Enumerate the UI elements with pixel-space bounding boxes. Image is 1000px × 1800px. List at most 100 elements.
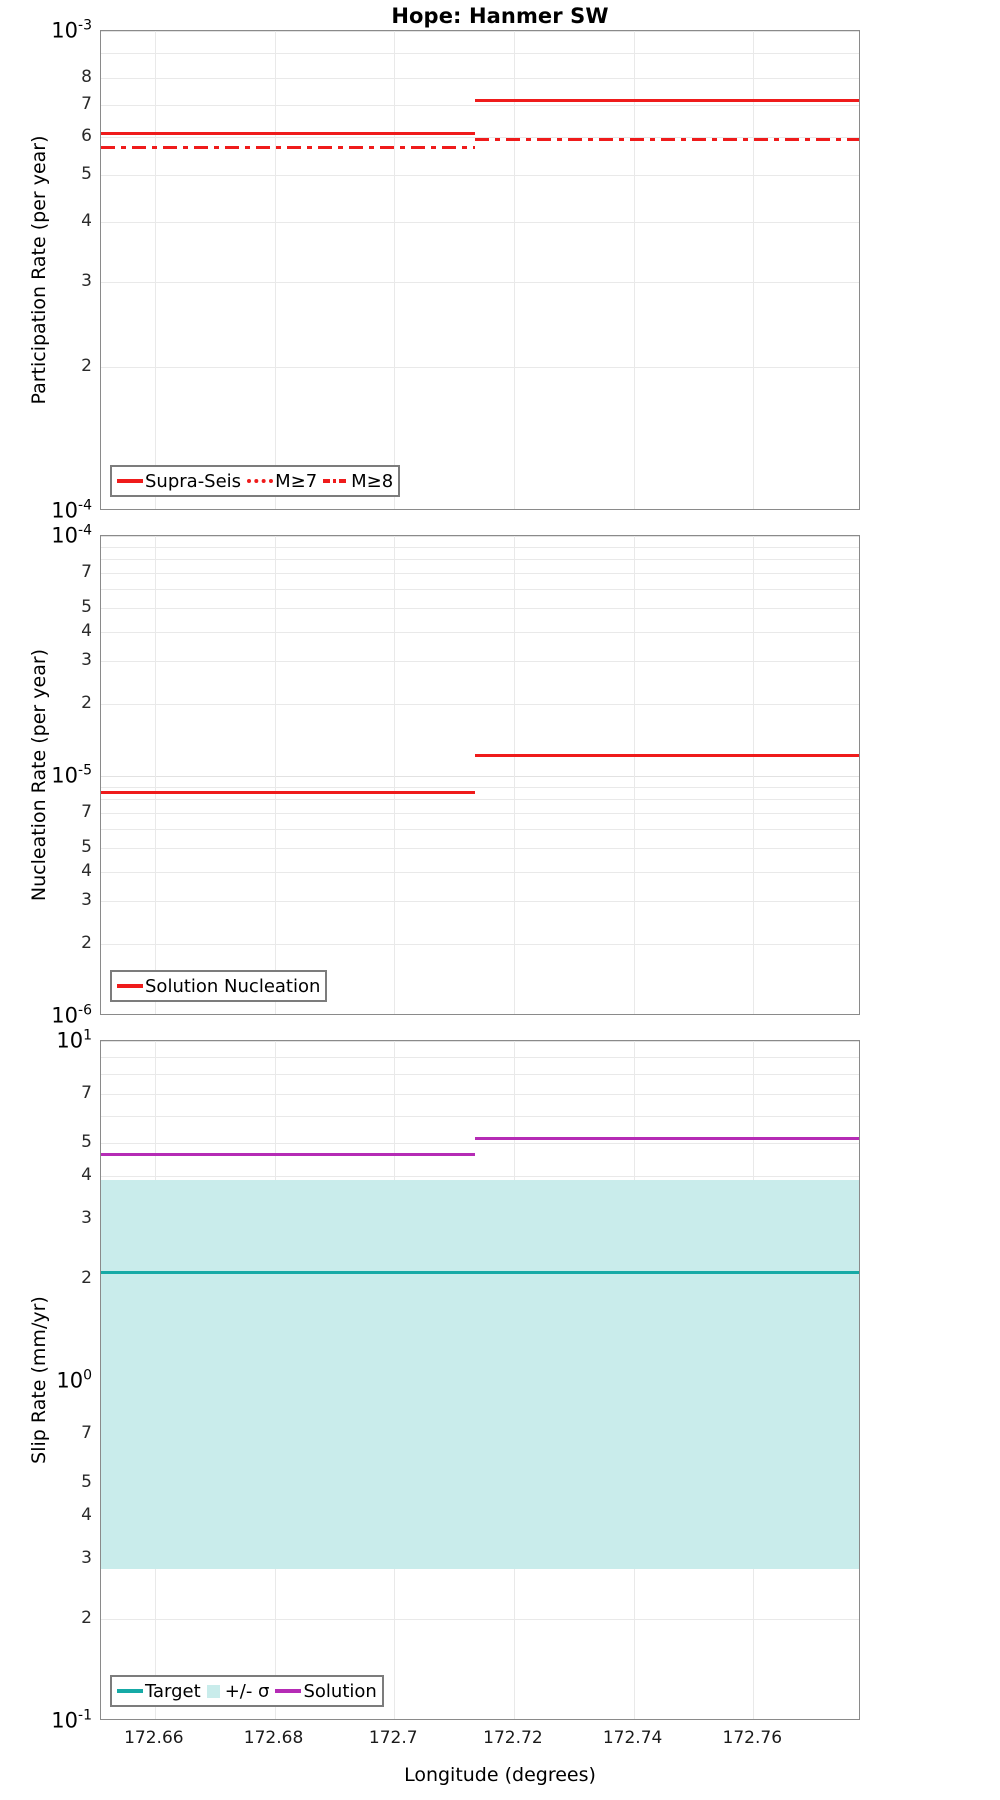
y-tick-label: 4 bbox=[81, 1505, 92, 1526]
legend-item[interactable]: +/- σ bbox=[206, 1680, 270, 1702]
y-tick-label: 2 bbox=[81, 932, 92, 953]
y-tick-label: 2 bbox=[81, 355, 92, 376]
data-series-segment bbox=[475, 137, 859, 141]
legend-line-icon bbox=[247, 479, 274, 483]
legend-line-icon bbox=[323, 479, 350, 483]
gridline bbox=[101, 631, 859, 633]
y-tick-label: 3 bbox=[81, 890, 92, 911]
y-tick-label: 7 bbox=[81, 1422, 92, 1443]
legend-label: Supra-Seis bbox=[145, 470, 242, 492]
data-series-segment bbox=[101, 1152, 476, 1156]
gridline-vertical bbox=[753, 31, 755, 509]
gridline-vertical bbox=[753, 536, 755, 1014]
legend-swatch-icon bbox=[206, 1684, 220, 1698]
data-series-segment bbox=[475, 98, 859, 102]
legend-item[interactable]: Supra-Seis bbox=[117, 471, 241, 492]
y-tick-label: 10-4 bbox=[51, 522, 92, 548]
data-series-segment bbox=[101, 145, 476, 149]
gridline bbox=[101, 813, 859, 815]
gridline bbox=[101, 799, 859, 801]
gridline bbox=[101, 1618, 859, 1620]
gridline bbox=[101, 573, 859, 575]
legend-item[interactable]: Solution bbox=[275, 1680, 377, 1702]
panel-nucleation-rate bbox=[100, 535, 860, 1015]
y-tick-label: 101 bbox=[56, 1027, 92, 1053]
gridline-vertical bbox=[394, 536, 396, 1014]
y-tick-label: 2 bbox=[81, 692, 92, 713]
y-tick-label: 3 bbox=[81, 1547, 92, 1568]
legend-participation-rate[interactable]: Supra-Seis M≥7 M≥8 bbox=[110, 465, 401, 497]
gridline bbox=[101, 608, 859, 610]
gridline bbox=[101, 1093, 859, 1095]
y-tick-label: 3 bbox=[81, 1207, 92, 1228]
legend-label: Solution bbox=[303, 1680, 377, 1702]
legend-item[interactable]: M≥7 bbox=[247, 471, 317, 492]
gridline bbox=[101, 77, 859, 79]
y-tick-label: 4 bbox=[81, 211, 92, 231]
y-tick-label: 5 bbox=[81, 597, 92, 618]
gridline-vertical bbox=[633, 31, 635, 509]
legend-item[interactable]: M≥8 bbox=[323, 471, 393, 492]
gridline bbox=[101, 776, 859, 777]
gridline bbox=[101, 1073, 859, 1075]
x-tick-label: 172.72 bbox=[483, 1728, 543, 1748]
y-tick-label: 4 bbox=[81, 860, 92, 881]
page-title: Hope: Hanmer SW bbox=[391, 4, 609, 28]
gridline bbox=[101, 52, 859, 54]
gridline bbox=[101, 871, 859, 873]
legend-line-icon bbox=[117, 984, 143, 988]
y-tick-label: 10-5 bbox=[51, 762, 92, 788]
y-tick-label: 7 bbox=[81, 562, 92, 583]
y-tick-label: 6 bbox=[81, 126, 92, 147]
x-tick-label: 172.66 bbox=[124, 1728, 184, 1748]
gridline bbox=[101, 589, 859, 591]
y-tick-label: 5 bbox=[81, 1472, 92, 1493]
gridline bbox=[101, 1041, 859, 1042]
legend-item[interactable]: Target bbox=[117, 1681, 201, 1702]
gridline bbox=[101, 366, 859, 368]
legend-label: Solution Nucleation bbox=[145, 975, 321, 997]
plot-area-slip-rate bbox=[100, 1040, 860, 1720]
gridline bbox=[101, 281, 859, 283]
legend-label: M≥8 bbox=[351, 470, 394, 492]
x-tick-label: 172.7 bbox=[368, 1728, 418, 1748]
y-tick-label: 7 bbox=[81, 1082, 92, 1103]
gridline bbox=[101, 1056, 859, 1058]
gridline-vertical bbox=[154, 536, 156, 1014]
x-tick-label: 172.74 bbox=[602, 1728, 663, 1748]
y-tick-label: 100 bbox=[56, 1367, 92, 1393]
y-tick-label: 7 bbox=[81, 802, 92, 823]
y-tick-label: 5 bbox=[81, 837, 92, 858]
gridline-vertical bbox=[633, 536, 635, 1014]
y-tick-label: 10-6 bbox=[51, 1002, 92, 1028]
data-series-segment bbox=[101, 131, 476, 135]
legend-label: +/- σ bbox=[224, 1680, 270, 1702]
y-tick-label: 3 bbox=[81, 270, 92, 291]
panel-slip-rate bbox=[100, 1040, 860, 1720]
x-tick-label: 172.76 bbox=[722, 1728, 783, 1748]
gridline bbox=[101, 536, 859, 537]
data-series-segment bbox=[101, 1271, 859, 1275]
y-tick-label: 4 bbox=[81, 620, 92, 641]
data-series-segment bbox=[101, 791, 476, 795]
gridline bbox=[101, 703, 859, 705]
gridline bbox=[101, 105, 859, 107]
y-tick-label: 10-3 bbox=[51, 17, 92, 43]
gridline-vertical bbox=[154, 31, 156, 509]
legend-nucleation-rate[interactable]: Solution Nucleation bbox=[110, 970, 328, 1002]
gridline bbox=[101, 943, 859, 945]
y-tick-label: 7 bbox=[81, 94, 92, 115]
legend-slip-rate[interactable]: Target +/- σ Solution bbox=[110, 1675, 384, 1707]
plot-area-participation bbox=[100, 30, 860, 510]
gridline bbox=[101, 222, 859, 223]
gridline bbox=[101, 31, 859, 32]
legend-item[interactable]: Solution Nucleation bbox=[117, 976, 320, 997]
y-tick-label: 8 bbox=[81, 66, 92, 87]
gridline bbox=[101, 546, 859, 548]
legend-line-icon bbox=[117, 479, 143, 483]
axis-label-longitude-x: Longitude (degrees) bbox=[404, 1764, 596, 1786]
gridline-vertical bbox=[513, 536, 515, 1014]
legend-line-icon bbox=[117, 1689, 143, 1693]
gridline-vertical bbox=[394, 31, 396, 509]
